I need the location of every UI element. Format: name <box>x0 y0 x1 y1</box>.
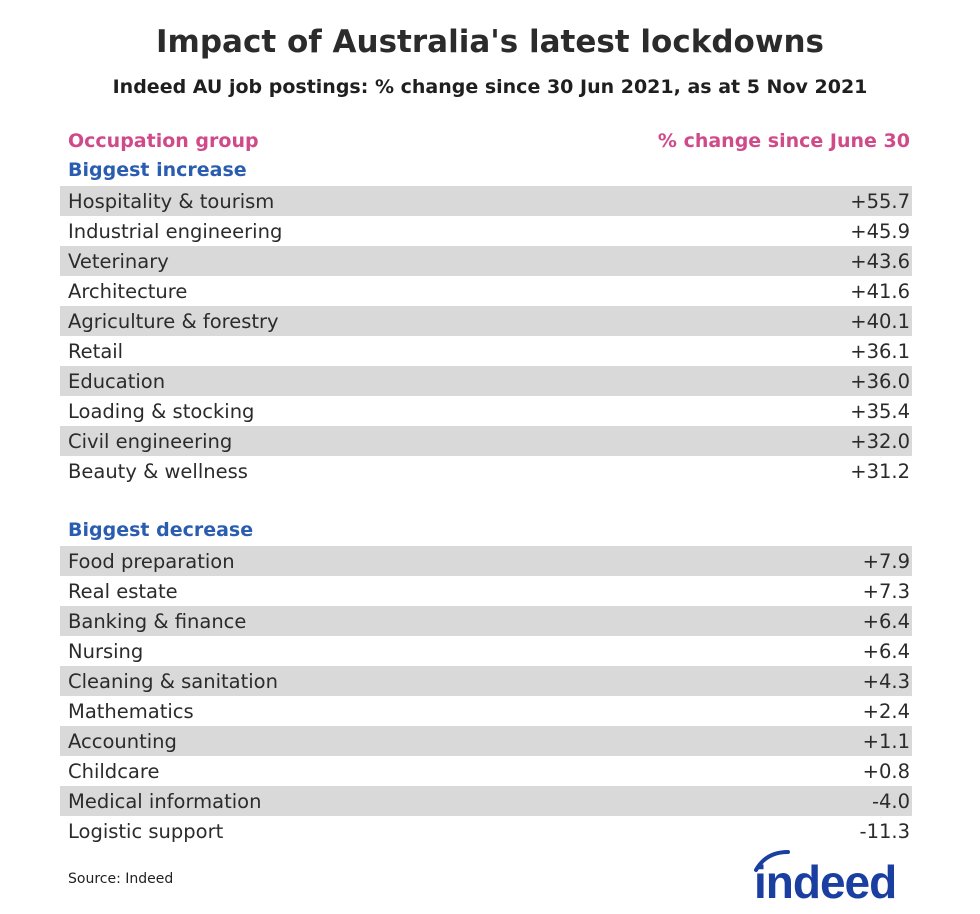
chart-title: Impact of Australia's latest lockdowns <box>156 24 824 60</box>
row-value: +31.2 <box>850 459 910 483</box>
indeed-logo: indeed <box>754 850 897 904</box>
row-label: Mathematics <box>68 699 194 723</box>
table-row: Banking & finance +6.4 <box>60 606 912 636</box>
table-row: Food preparation +7.9 <box>60 546 912 576</box>
row-value: +7.9 <box>862 549 910 573</box>
row-label: Real estate <box>68 579 178 603</box>
row-label: Industrial engineering <box>68 219 283 243</box>
row-label: Banking & finance <box>68 609 247 633</box>
increase-rows: Hospitality & tourism +55.7 Industrial eng… <box>60 186 912 486</box>
section-heading-increase: Biggest increase <box>68 159 247 181</box>
row-value: +1.1 <box>862 729 910 753</box>
table-row: Beauty & wellness +31.2 <box>60 456 912 486</box>
decrease-rows: Food preparation +7.9 Real estate +7.3 Banki… <box>60 546 912 846</box>
chart-subtitle: Indeed AU job postings: % change since 3… <box>112 76 868 98</box>
row-value: +41.6 <box>850 279 910 303</box>
table-row: Retail +36.1 <box>60 336 912 366</box>
row-value: +55.7 <box>850 189 910 213</box>
row-value: +35.4 <box>850 399 910 423</box>
table-row: Loading & stocking +35.4 <box>60 396 912 426</box>
table-row: Civil engineering +32.0 <box>60 426 912 456</box>
row-value: +2.4 <box>862 699 910 723</box>
row-label: Medical information <box>68 789 262 813</box>
section-heading-decrease: Biggest decrease <box>68 519 254 541</box>
svg-text:indeed: indeed <box>754 856 896 904</box>
column-header-change: % change since June 30 <box>657 130 910 152</box>
row-label: Cleaning & sanitation <box>68 669 278 693</box>
row-label: Agriculture & forestry <box>68 309 279 333</box>
row-value: +40.1 <box>850 309 910 333</box>
table-row: Real estate +7.3 <box>60 576 912 606</box>
row-label: Accounting <box>68 729 177 753</box>
table-row: Medical information -4.0 <box>60 786 912 816</box>
row-label: Logistic support <box>68 819 224 843</box>
row-label: Retail <box>68 339 124 363</box>
table-row: Cleaning & sanitation +4.3 <box>60 666 912 696</box>
table-row: Accounting +1.1 <box>60 726 912 756</box>
table-row: Logistic support -11.3 <box>60 816 912 846</box>
table-row: Hospitality & tourism +55.7 <box>60 186 912 216</box>
row-value: +0.8 <box>862 759 910 783</box>
table-row: Nursing +6.4 <box>60 636 912 666</box>
row-value: +6.4 <box>862 609 910 633</box>
row-value: +36.1 <box>850 339 910 363</box>
table-row: Industrial engineering +45.9 <box>60 216 912 246</box>
row-value: -4.0 <box>871 789 910 813</box>
table-row: Architecture +41.6 <box>60 276 912 306</box>
row-value: +32.0 <box>850 429 910 453</box>
row-label: Food preparation <box>68 549 235 573</box>
row-value: +43.6 <box>850 249 910 273</box>
row-value: -11.3 <box>859 819 910 843</box>
row-label: Civil engineering <box>68 429 233 453</box>
table-row: Mathematics +2.4 <box>60 696 912 726</box>
row-label: Beauty & wellness <box>68 459 248 483</box>
source-note: Source: Indeed <box>68 871 174 887</box>
row-label: Architecture <box>68 279 188 303</box>
row-label: Childcare <box>68 759 160 783</box>
row-value: +36.0 <box>850 369 910 393</box>
row-value: +6.4 <box>862 639 910 663</box>
row-label: Veterinary <box>68 249 169 273</box>
column-header-occupation: Occupation group <box>68 130 259 152</box>
row-label: Hospitality & tourism <box>68 189 275 213</box>
row-label: Loading & stocking <box>68 399 255 423</box>
table-row: Education +36.0 <box>60 366 912 396</box>
row-value: +7.3 <box>862 579 910 603</box>
table-row: Veterinary +43.6 <box>60 246 912 276</box>
row-label: Education <box>68 369 166 393</box>
row-label: Nursing <box>68 639 144 663</box>
row-value: +45.9 <box>850 219 910 243</box>
table-row: Childcare +0.8 <box>60 756 912 786</box>
row-value: +4.3 <box>862 669 910 693</box>
table-row: Agriculture & forestry +40.1 <box>60 306 912 336</box>
